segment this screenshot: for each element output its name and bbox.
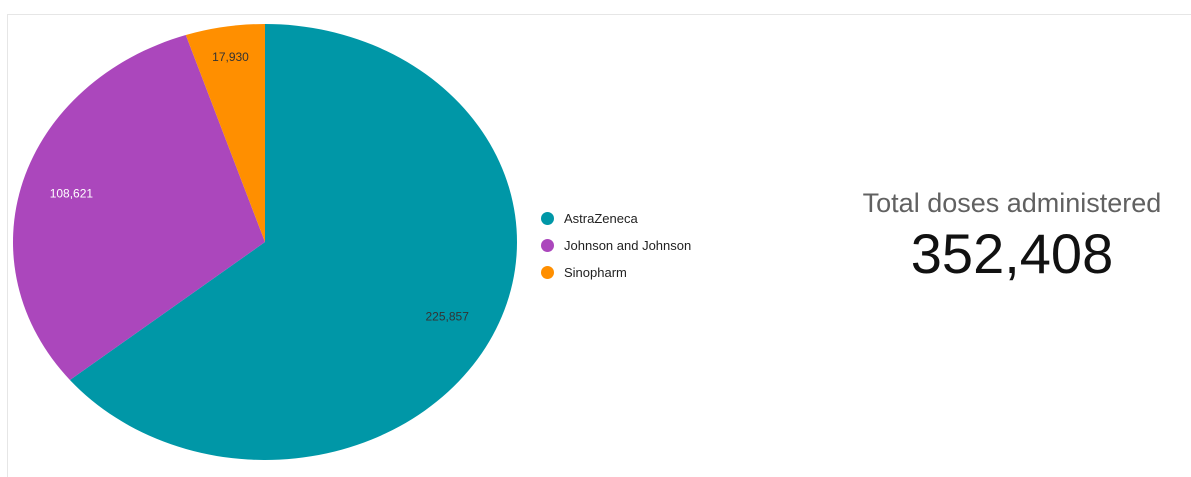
pie-data-labels: 225,857 108,621 17,930: [50, 50, 470, 324]
legend-swatch-johnson-and-johnson: [541, 239, 554, 252]
scorecard-title: Total doses administered: [862, 188, 1162, 218]
data-label-sinopharm: 17,930: [212, 50, 249, 64]
total-doses-scorecard: Total doses administered 352,408: [822, 184, 1191, 286]
pie-slice-sinopharm[interactable]: [185, 23, 265, 242]
pie-slice-astrazeneca[interactable]: [69, 24, 518, 460]
data-label-astrazeneca: 225,857: [426, 310, 470, 324]
pie-slice-johnson-and-johnson[interactable]: [12, 35, 266, 381]
legend-item-johnson-and-johnson[interactable]: Johnson and Johnson: [541, 232, 691, 259]
pie-slices: [12, 23, 518, 460]
legend-swatch-sinopharm: [541, 266, 554, 279]
card-border-top: [8, 14, 1191, 15]
data-label-johnson-and-johnson: 108,621: [50, 186, 94, 200]
legend-label: Sinopharm: [564, 265, 627, 280]
pie-chart: 225,857 108,621 17,930: [12, 23, 518, 460]
legend-item-astrazeneca[interactable]: AstraZeneca: [541, 205, 691, 232]
legend-item-sinopharm[interactable]: Sinopharm: [541, 259, 691, 286]
chart-legend: AstraZeneca Johnson and Johnson Sinophar…: [541, 205, 691, 286]
legend-swatch-astrazeneca: [541, 212, 554, 225]
card-border-left: [7, 14, 8, 477]
scorecard-value: 352,408: [910, 222, 1114, 285]
legend-label: AstraZeneca: [564, 211, 638, 226]
legend-label: Johnson and Johnson: [564, 238, 692, 253]
